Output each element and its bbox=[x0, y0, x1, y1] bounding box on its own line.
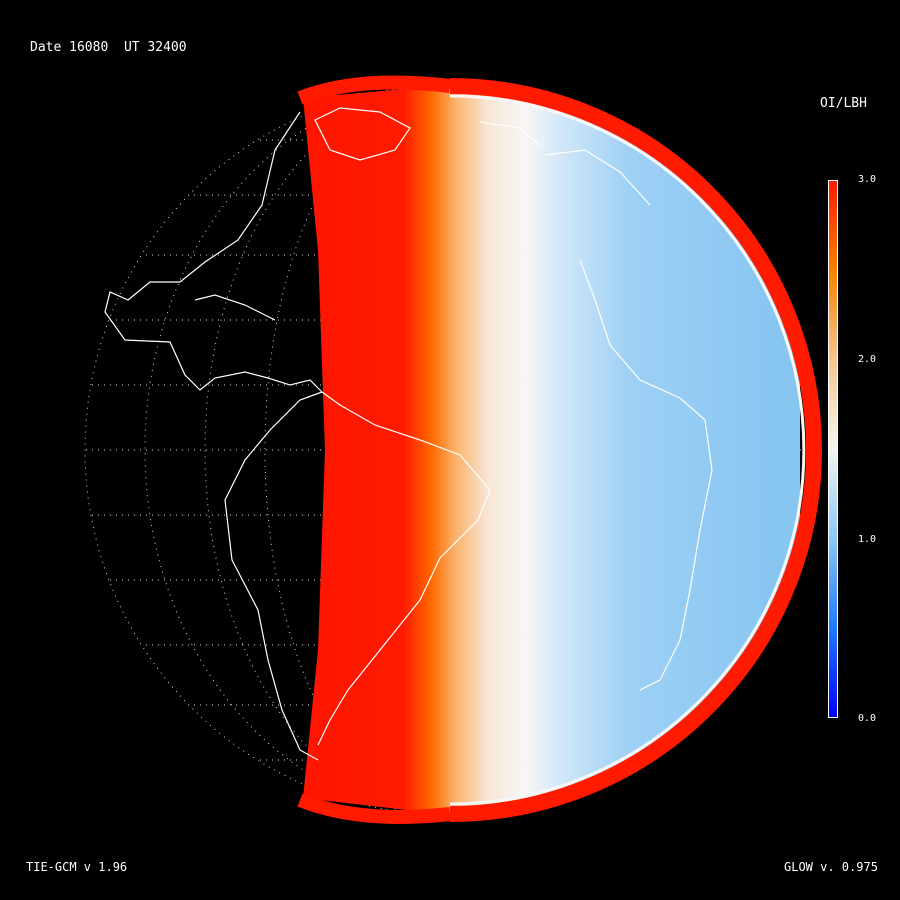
colorbar-title: OI/LBH bbox=[820, 96, 867, 111]
colorbar-tick-2: 2.0 bbox=[858, 354, 877, 365]
colorbar-tick-max: 3.0 bbox=[858, 174, 877, 185]
date-label: Date 16080 bbox=[30, 40, 109, 55]
ut-label: UT 32400 bbox=[123, 40, 187, 55]
glow-version-label: GLOW v. 0.975 bbox=[784, 860, 878, 874]
colorbar-tick-min: 0.0 bbox=[858, 713, 877, 724]
limb-ring bbox=[449, 78, 822, 822]
model-version-label: TIE-GCM v 1.96 bbox=[26, 860, 128, 874]
colorbar bbox=[828, 180, 838, 718]
dayside-emission bbox=[303, 85, 800, 815]
colorbar-tick-1: 1.0 bbox=[858, 534, 877, 545]
coastlines bbox=[104, 107, 713, 761]
plot-title: Date 16080 UT 32400 bbox=[30, 40, 187, 55]
